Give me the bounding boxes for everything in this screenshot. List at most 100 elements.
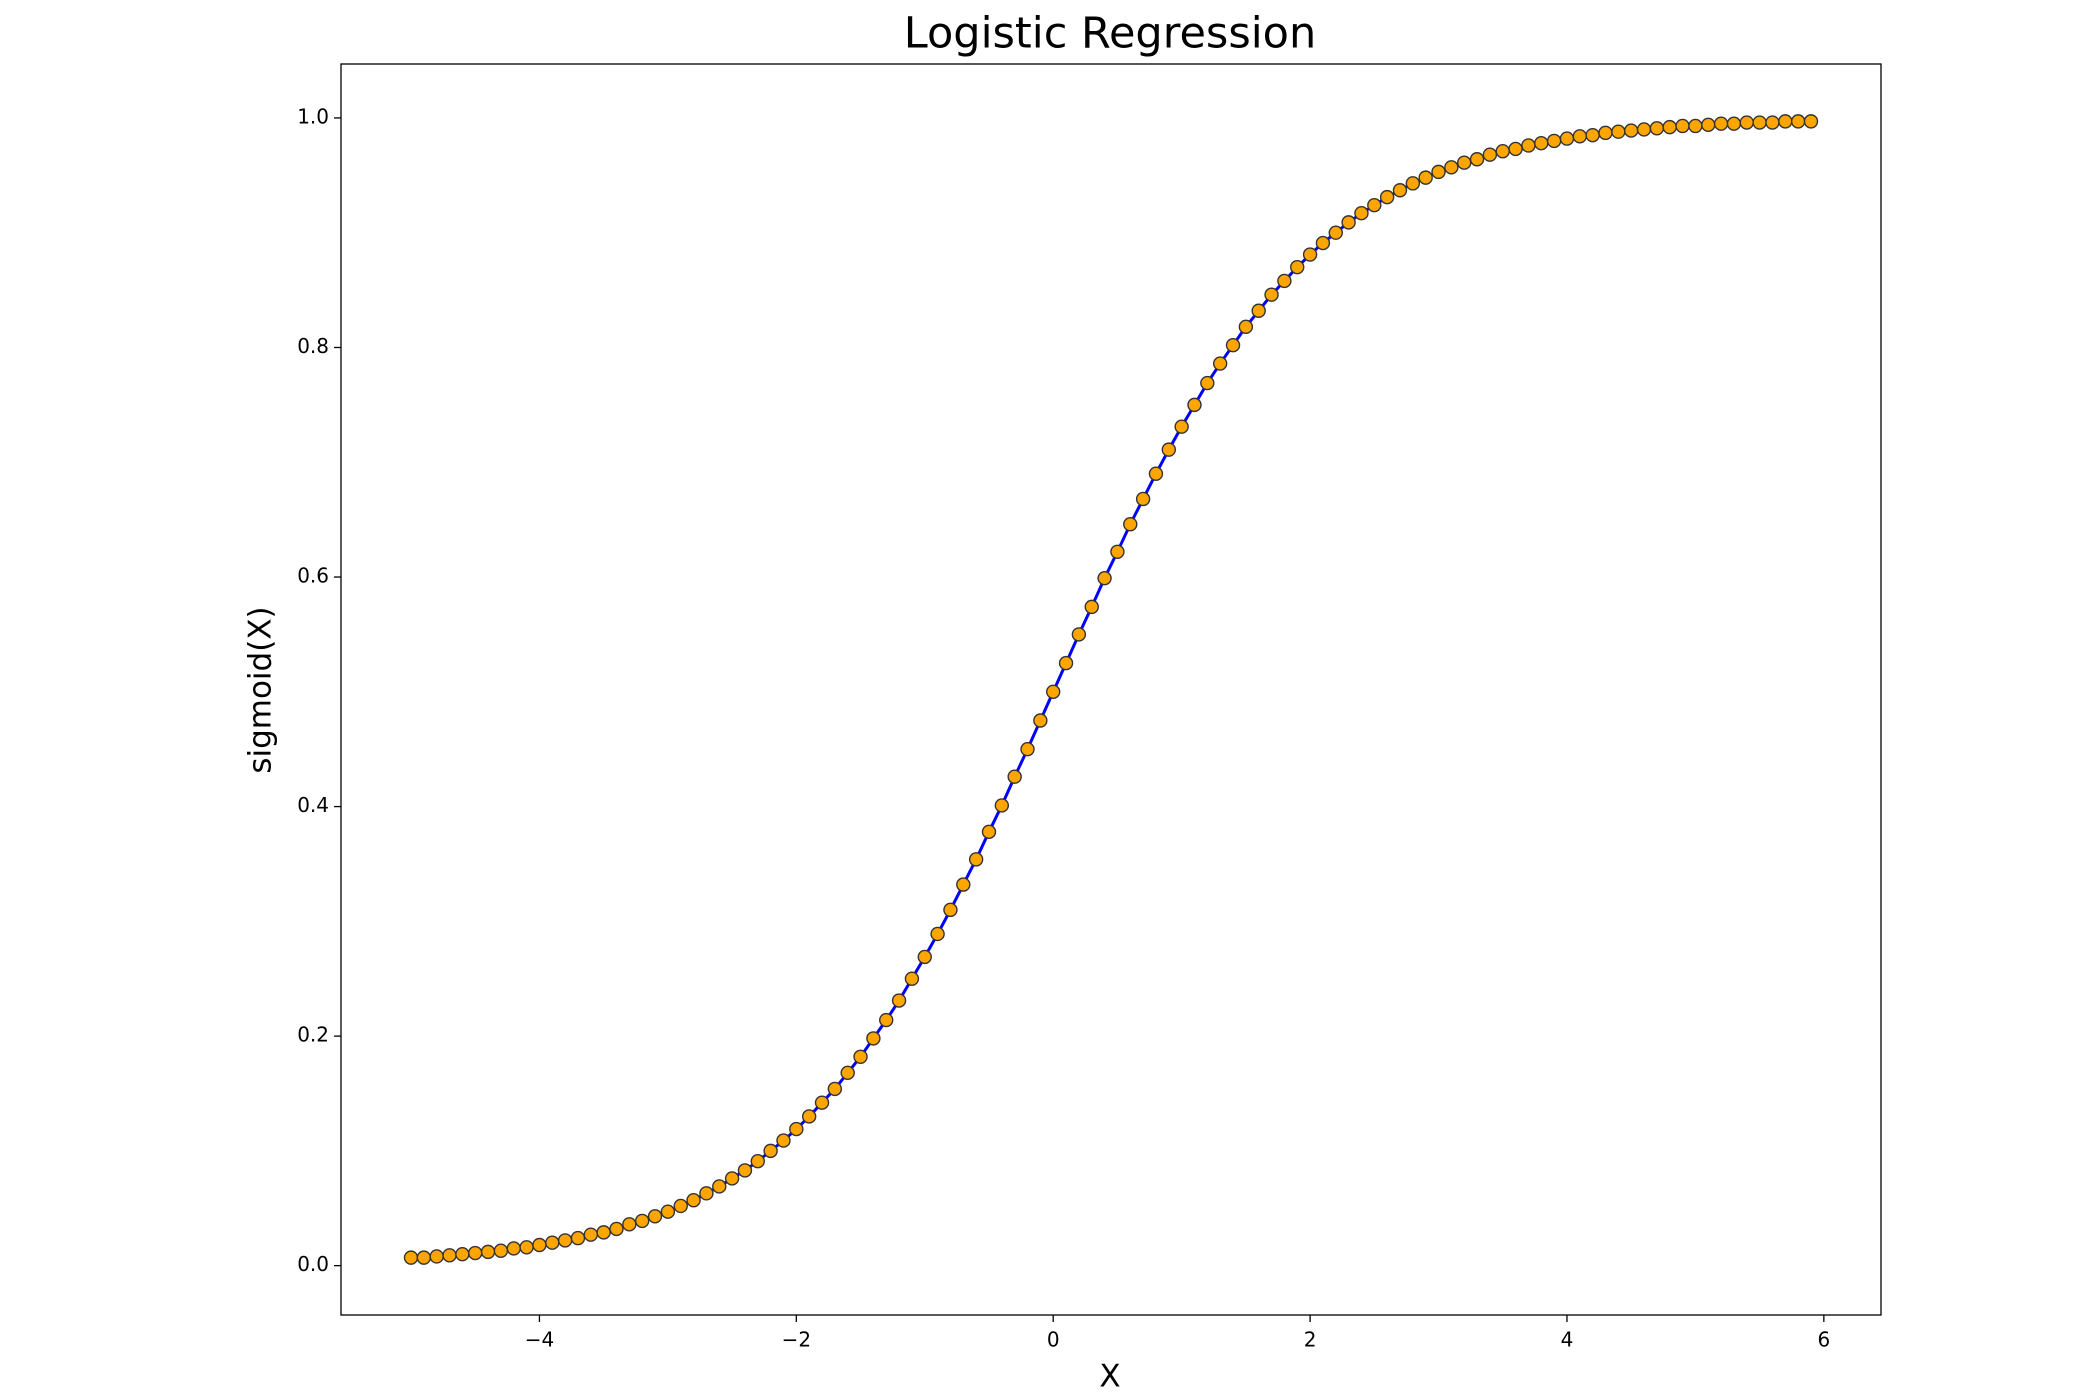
- data-point: [1046, 684, 1061, 699]
- data-point: [1469, 152, 1485, 167]
- data-point: [1790, 114, 1806, 129]
- data-point: [403, 1250, 419, 1265]
- data-point: [930, 926, 945, 942]
- data-point: [493, 1243, 509, 1258]
- y-axis-label: sigmoid(X): [243, 606, 279, 773]
- data-point: [1598, 125, 1613, 141]
- x-tick-label: 2: [1304, 1328, 1317, 1352]
- data-point: [1611, 124, 1626, 139]
- data-point: [1071, 627, 1087, 642]
- y-tick-label: 0.8: [297, 334, 329, 358]
- data-point: [1174, 419, 1189, 434]
- data-point: [442, 1248, 457, 1263]
- data-point: [1097, 570, 1112, 586]
- data-point: [1354, 206, 1369, 221]
- data-point: [1726, 116, 1742, 131]
- x-tick-label: 4: [1561, 1328, 1574, 1352]
- x-tick-label: −4: [525, 1328, 554, 1352]
- data-point: [814, 1095, 830, 1110]
- data-point: [468, 1245, 483, 1261]
- data-point: [1701, 117, 1716, 133]
- data-point: [673, 1198, 688, 1214]
- data-point: [1392, 183, 1408, 198]
- data-point: [519, 1240, 534, 1255]
- plot-frame: [340, 63, 1882, 1316]
- data-point: [994, 798, 1010, 813]
- data-point: [1277, 273, 1292, 289]
- data-point: [801, 1109, 817, 1124]
- y-tick-label: 0.2: [297, 1023, 329, 1047]
- data-point: [1739, 115, 1754, 130]
- data-point: [891, 993, 907, 1008]
- data-point: [943, 902, 958, 918]
- data-point: [660, 1204, 676, 1219]
- data-point: [724, 1171, 740, 1186]
- data-point: [1444, 160, 1459, 175]
- data-point: [1546, 133, 1562, 149]
- data-point: [1713, 116, 1729, 131]
- data-point: [1187, 397, 1202, 413]
- data-point: [1238, 319, 1254, 335]
- data-point: [1135, 491, 1151, 507]
- data-point: [686, 1193, 701, 1208]
- data-point: [1148, 466, 1164, 481]
- data-point: [622, 1217, 637, 1232]
- data-point: [1675, 118, 1690, 134]
- data-point: [1803, 114, 1819, 129]
- data-point: [1033, 713, 1048, 728]
- data-point: [545, 1235, 560, 1250]
- data-point: [1623, 123, 1639, 138]
- data-point: [840, 1065, 855, 1081]
- data-point: [1521, 138, 1536, 153]
- data-point: [1379, 189, 1395, 205]
- data-point: [904, 971, 920, 986]
- data-point: [557, 1233, 573, 1248]
- data-point: [480, 1244, 496, 1260]
- data-point: [1200, 375, 1215, 391]
- data-point: [1752, 115, 1767, 130]
- data-point: [1110, 544, 1125, 559]
- data-point: [1457, 155, 1472, 170]
- data-point: [1662, 119, 1677, 135]
- y-tick-label: 1.0: [297, 104, 329, 128]
- data-point: [1315, 235, 1331, 251]
- x-tick-label: 0: [1047, 1328, 1060, 1352]
- data-point: [1251, 303, 1266, 318]
- data-point: [1418, 170, 1433, 185]
- data-point: [1212, 356, 1228, 371]
- data-point: [1431, 164, 1446, 180]
- data-point: [1328, 225, 1343, 240]
- data-point: [647, 1209, 663, 1224]
- data-point: [750, 1154, 765, 1169]
- data-point: [1225, 337, 1241, 353]
- data-point: [1559, 131, 1575, 146]
- data-point: [1508, 141, 1523, 157]
- data-point: [583, 1227, 599, 1242]
- data-point: [699, 1186, 714, 1201]
- data-point: [532, 1237, 547, 1253]
- data-point: [1534, 135, 1549, 151]
- data-point: [429, 1249, 444, 1264]
- data-point: [737, 1163, 753, 1178]
- data-point: [1302, 247, 1318, 262]
- data-point: [1482, 147, 1498, 162]
- data-point: [789, 1121, 804, 1137]
- data-point: [1495, 144, 1510, 159]
- data-point: [1688, 118, 1703, 134]
- data-point: [416, 1250, 432, 1265]
- data-point: [763, 1143, 778, 1159]
- x-tick-label: 6: [1817, 1328, 1830, 1352]
- data-point: [1765, 115, 1780, 130]
- data-point: [917, 949, 932, 965]
- y-tick-label: 0.6: [297, 564, 329, 588]
- data-point: [1084, 599, 1099, 615]
- data-point: [1585, 127, 1600, 143]
- data-point: [1007, 769, 1022, 784]
- data-point: [1058, 655, 1074, 671]
- y-tick-label: 0.0: [297, 1252, 329, 1276]
- data-point: [1020, 741, 1035, 757]
- data-point: [506, 1241, 521, 1256]
- data-point: [1161, 442, 1176, 457]
- data-point: [596, 1225, 611, 1240]
